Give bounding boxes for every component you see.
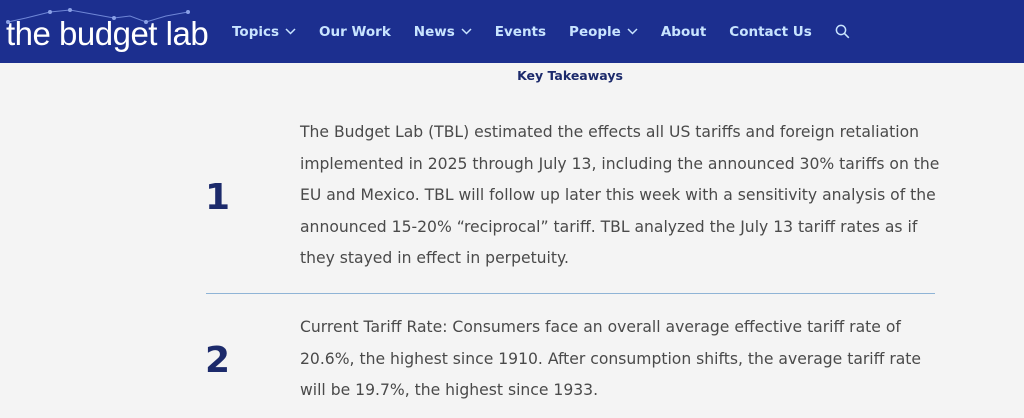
nav-item-label: People [569,23,621,40]
nav-item-news[interactable]: News [414,24,472,40]
takeaway-text: Current Tariff Rate: Consumers face an o… [300,318,922,400]
section-title: Key Takeaways [517,68,623,83]
nav-item-label: News [413,23,455,40]
chevron-down-icon [627,28,638,35]
takeaway-number: 2 [205,340,231,381]
site-header: the budget lab Topics Our Work News Even… [0,0,1024,63]
logo-text: the budget lab [6,15,209,52]
takeaway-number: 1 [205,177,231,218]
chevron-down-icon [285,28,296,35]
logo-graph-icon [6,8,190,24]
nav-item-label: About [660,23,707,40]
main-nav: Topics Our Work News Events People About [232,0,850,63]
nav-item-label: Contact Us [729,23,812,40]
nav-item-contact-us[interactable]: Contact Us [729,24,812,40]
nav-item-people[interactable]: People [569,24,638,40]
nav-item-topics[interactable]: Topics [232,24,296,40]
search-icon[interactable] [835,24,850,39]
divider [206,293,935,294]
nav-item-label: Events [494,23,547,40]
chevron-down-icon [461,28,472,35]
site-logo[interactable]: the budget lab [6,0,209,63]
nav-item-about[interactable]: About [661,24,706,40]
nav-item-label: Our Work [319,23,391,40]
takeaway-text: The Budget Lab (TBL) estimated the effec… [300,123,940,268]
nav-item-our-work[interactable]: Our Work [319,24,391,40]
nav-item-events[interactable]: Events [495,24,546,40]
nav-item-label: Topics [232,23,280,40]
